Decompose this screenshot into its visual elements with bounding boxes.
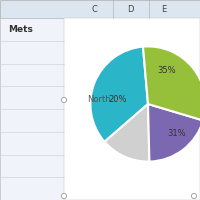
Text: Mets: Mets <box>8 25 33 34</box>
Bar <box>64 18 200 200</box>
Text: 35%: 35% <box>157 66 176 75</box>
Wedge shape <box>148 104 200 162</box>
Text: D: D <box>127 4 133 14</box>
Wedge shape <box>105 104 149 162</box>
Text: 20%: 20% <box>109 95 127 104</box>
Wedge shape <box>143 46 200 120</box>
Circle shape <box>61 193 67 199</box>
Text: 31%: 31% <box>167 129 186 138</box>
Text: North: North <box>88 95 123 104</box>
Wedge shape <box>90 47 148 142</box>
Circle shape <box>191 193 197 199</box>
Bar <box>0 18 64 200</box>
Circle shape <box>61 97 67 103</box>
Text: E: E <box>161 4 167 14</box>
Bar <box>0 0 200 18</box>
Text: C: C <box>91 4 97 14</box>
